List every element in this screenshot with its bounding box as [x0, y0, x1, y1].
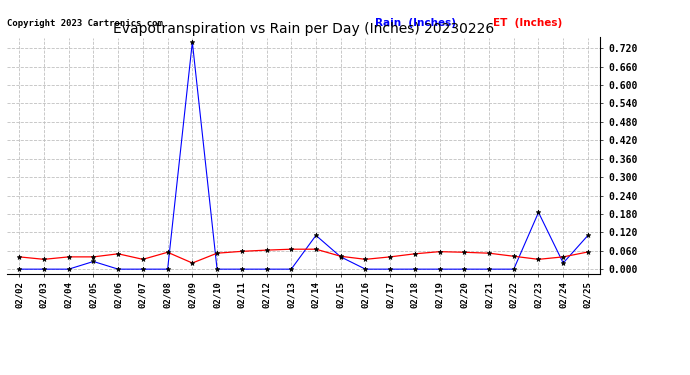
Text: Copyright 2023 Cartronics.com: Copyright 2023 Cartronics.com	[7, 19, 163, 28]
Text: ET  (Inches): ET (Inches)	[493, 18, 563, 28]
Title: Evapotranspiration vs Rain per Day (Inches) 20230226: Evapotranspiration vs Rain per Day (Inch…	[113, 22, 494, 36]
Text: Rain  (Inches): Rain (Inches)	[375, 18, 456, 28]
